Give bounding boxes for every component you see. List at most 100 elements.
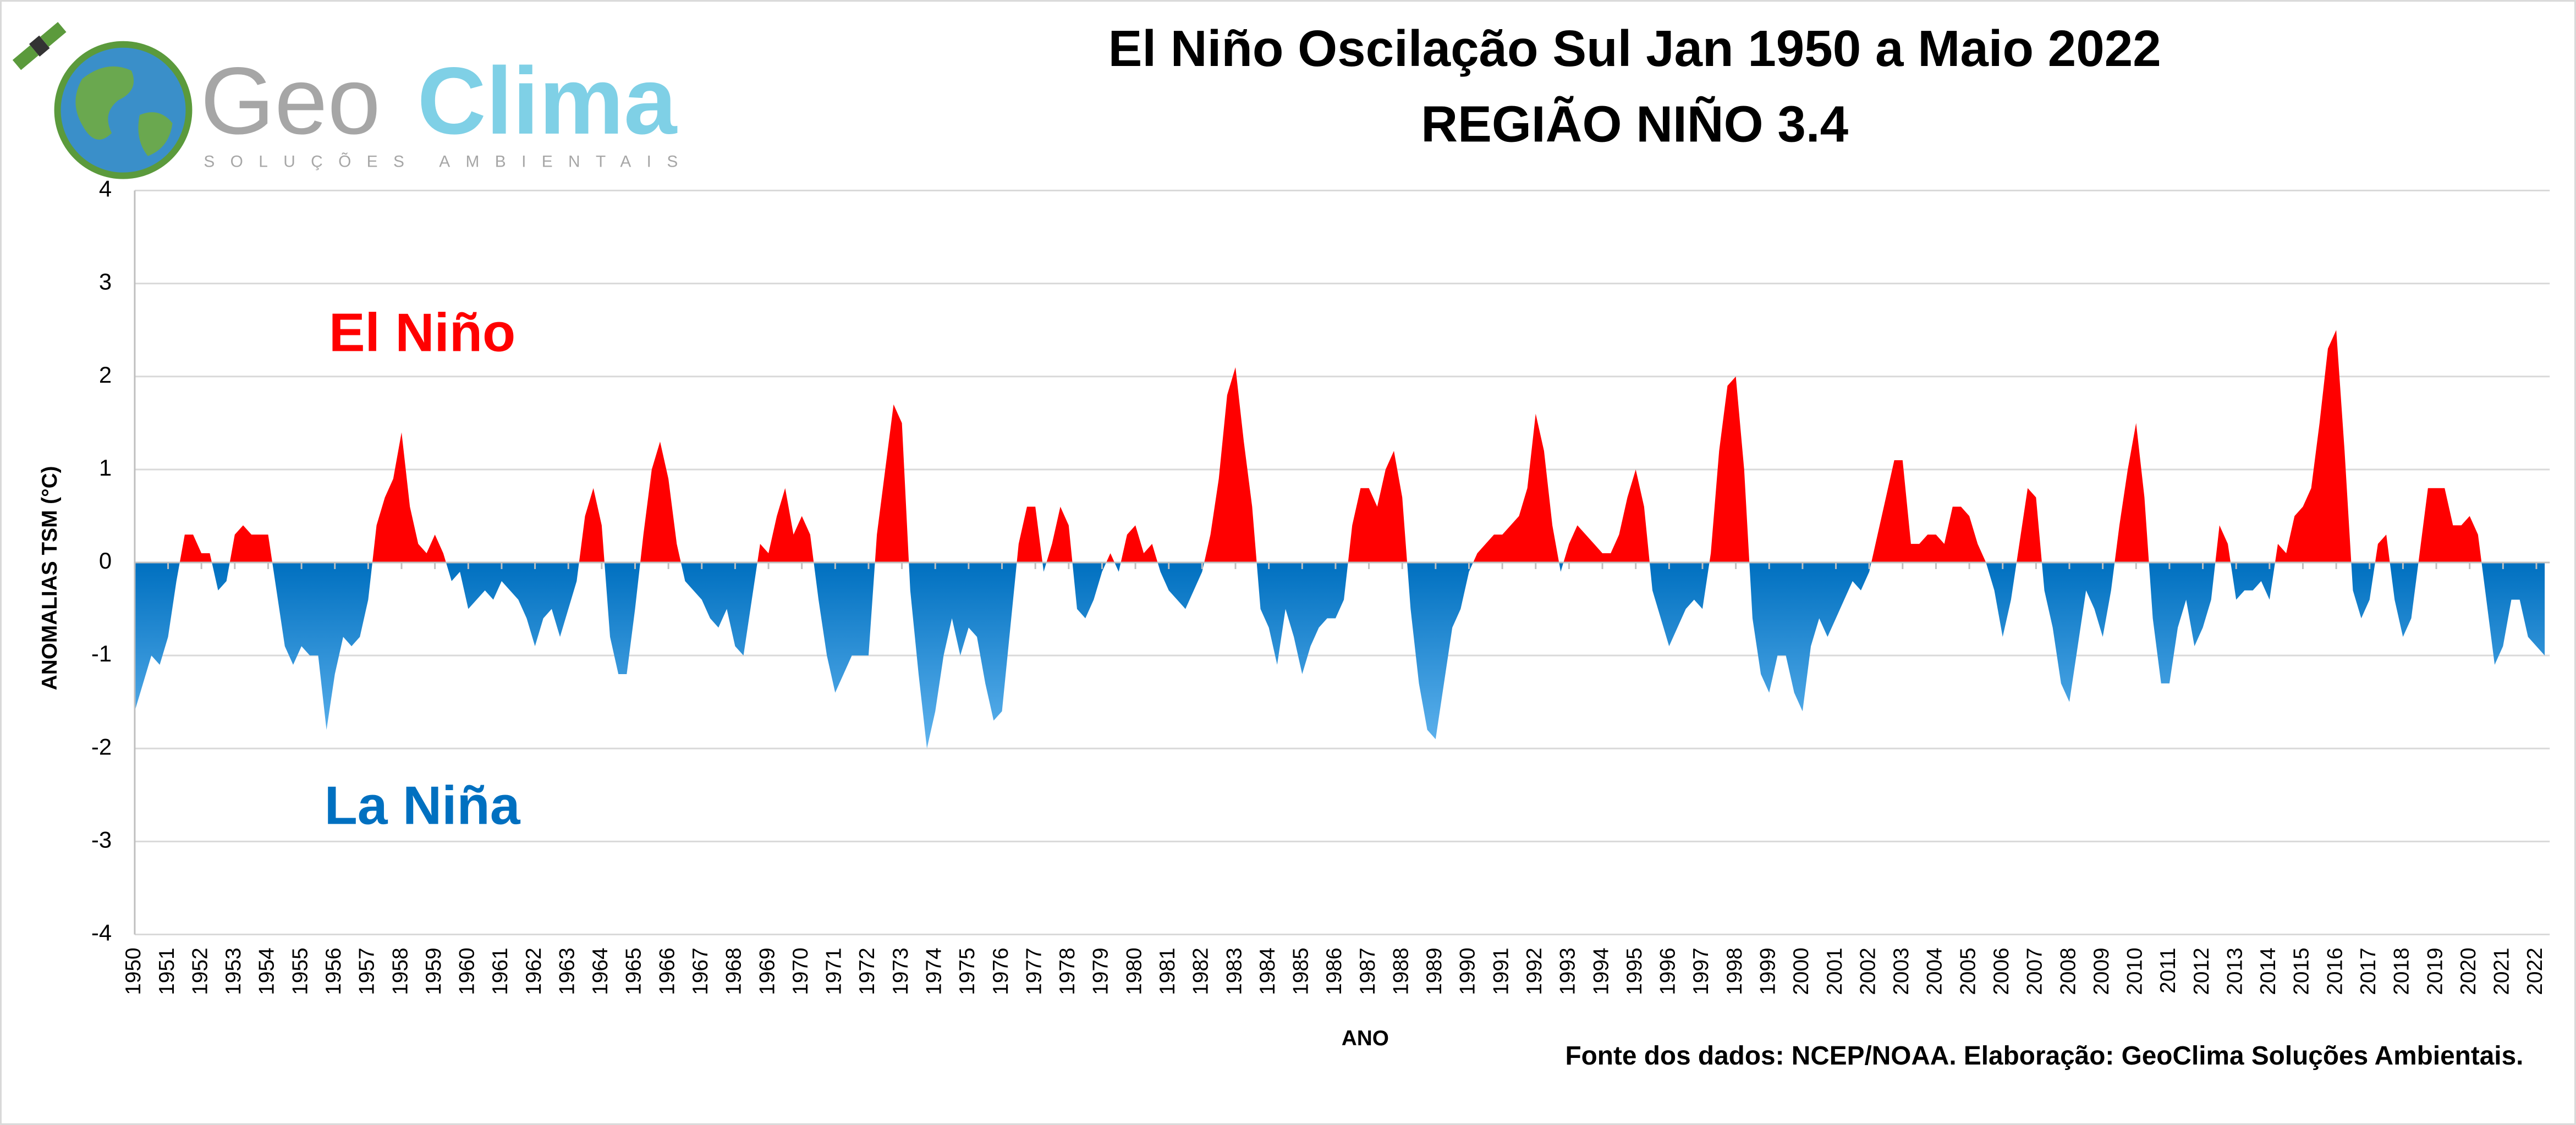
x-tick-label: 2017 bbox=[2357, 947, 2380, 995]
x-tick-label: 2003 bbox=[1890, 947, 1913, 995]
x-tick-label: 2001 bbox=[1823, 947, 1847, 995]
x-tick-label: 1952 bbox=[188, 947, 212, 995]
x-tick-label: 2021 bbox=[2490, 947, 2514, 995]
x-tick-label: 1963 bbox=[555, 947, 579, 995]
x-tick-label: 2006 bbox=[1990, 947, 2013, 995]
x-tick-label: 1973 bbox=[889, 947, 913, 995]
x-tick-label: 1956 bbox=[322, 947, 345, 995]
x-tick-label: 1999 bbox=[1756, 947, 1779, 995]
x-tick-label: 1961 bbox=[488, 947, 512, 995]
x-tick-label: 1990 bbox=[1456, 947, 1480, 995]
x-tick-label: 1950 bbox=[122, 947, 145, 995]
logo: Geo Clima SOLUÇÕES AMBIENTAIS bbox=[12, 22, 693, 179]
x-tick-label: 1997 bbox=[1689, 947, 1713, 995]
x-tick-label: 2007 bbox=[2023, 947, 2047, 995]
y-tick-label: 0 bbox=[99, 548, 112, 573]
y-tick-label: 3 bbox=[99, 269, 112, 295]
x-tick-label: 2022 bbox=[2523, 947, 2547, 995]
y-tick-label: -4 bbox=[91, 920, 112, 946]
annotation: El Niño bbox=[329, 302, 515, 362]
x-tick-label: 1980 bbox=[1122, 947, 1146, 995]
x-tick-label: 1987 bbox=[1356, 947, 1380, 995]
x-tick-label: 1960 bbox=[455, 947, 479, 995]
x-tick-label: 1957 bbox=[355, 947, 379, 995]
x-tick-label: 1995 bbox=[1623, 947, 1646, 995]
x-tick-label: 2019 bbox=[2423, 947, 2447, 995]
logo-clima: Clima bbox=[418, 47, 678, 154]
x-tick-label: 1962 bbox=[522, 947, 546, 995]
x-tick-label: 1954 bbox=[255, 947, 279, 995]
x-tick-label: 1984 bbox=[1256, 947, 1279, 995]
x-tick-label: 1985 bbox=[1289, 947, 1313, 995]
x-axis-label: ANO bbox=[1342, 1027, 1389, 1050]
x-tick-label: 1993 bbox=[1556, 947, 1580, 995]
y-tick-label: -2 bbox=[91, 734, 112, 759]
logo-geo: Geo bbox=[200, 47, 380, 154]
x-tick-label: 1989 bbox=[1422, 947, 1446, 995]
x-tick-label: 1978 bbox=[1056, 947, 1079, 995]
x-tick-label: 2015 bbox=[2290, 947, 2314, 995]
x-tick-label: 1979 bbox=[1089, 947, 1113, 995]
x-tick-label: 1968 bbox=[722, 947, 746, 995]
logo-ring bbox=[54, 41, 193, 179]
x-tick-label: 2020 bbox=[2457, 947, 2480, 995]
x-tick-label: 1991 bbox=[1489, 947, 1513, 995]
x-tick-label: 1970 bbox=[789, 947, 812, 995]
x-tick-label: 2012 bbox=[2190, 947, 2214, 995]
x-tick-label: 2013 bbox=[2223, 947, 2247, 995]
plot-area: -4 -3 -2 -1 0 1 2 3 4 1950 1951 1952 1953 1954 1955 195… bbox=[91, 176, 2550, 995]
x-tick-label: 2000 bbox=[1789, 947, 1813, 995]
chart-title: El Niño Oscilação Sul Jan 1950 a Maio 20… bbox=[1108, 20, 2161, 77]
x-tick-label: 1994 bbox=[1589, 947, 1613, 995]
x-tick-label: 1998 bbox=[1723, 947, 1746, 995]
x-tick-label: 1983 bbox=[1222, 947, 1246, 995]
x-tick-label: 1988 bbox=[1389, 947, 1413, 995]
positive-area bbox=[134, 330, 2545, 563]
y-axis-label: ANOMALIAS TSM (°C) bbox=[38, 466, 62, 690]
x-tick-label: 1982 bbox=[1189, 947, 1213, 995]
logo-land bbox=[75, 66, 173, 156]
x-tick-label: 1977 bbox=[1022, 947, 1046, 995]
chart-subtitle: REGIÃO NIÑO 3.4 bbox=[1421, 95, 1848, 152]
x-tick-label: 2011 bbox=[2156, 947, 2180, 993]
x-tick-label: 2008 bbox=[2056, 947, 2080, 995]
x-tick-label: 1958 bbox=[388, 947, 412, 995]
x-tick-label: 1972 bbox=[855, 947, 879, 995]
x-tick-label: 2016 bbox=[2323, 947, 2347, 995]
x-tick-label: 2005 bbox=[1956, 947, 1980, 995]
y-tick-label: -1 bbox=[91, 641, 112, 666]
annotation: La Niña bbox=[325, 775, 521, 836]
x-tick-label: 1966 bbox=[655, 947, 679, 995]
x-tick-label: 1971 bbox=[822, 947, 846, 995]
negative-area bbox=[134, 562, 2545, 749]
x-tick-label: 2002 bbox=[1856, 947, 1880, 995]
x-tick-label: 1964 bbox=[589, 947, 612, 995]
x-tick-label: 1955 bbox=[288, 947, 312, 995]
logo-satellite bbox=[12, 22, 67, 70]
x-tick-label: 1992 bbox=[1523, 947, 1546, 995]
x-tick-label: 1951 bbox=[155, 947, 179, 995]
x-tick-label: 1975 bbox=[955, 947, 979, 995]
x-tick-label: 2009 bbox=[2090, 947, 2113, 995]
x-tick-label: 2014 bbox=[2256, 947, 2280, 995]
x-tick-label: 2010 bbox=[2123, 947, 2147, 995]
x-tick-label: 1959 bbox=[422, 947, 446, 995]
x-tick-label: 1965 bbox=[622, 947, 646, 995]
y-tick-label: 1 bbox=[99, 455, 112, 481]
y-tick-label: -3 bbox=[91, 826, 112, 852]
x-tick-label: 1981 bbox=[1156, 947, 1179, 995]
y-tick-label: 4 bbox=[99, 176, 112, 202]
x-tick-label: 1996 bbox=[1656, 947, 1680, 995]
x-tick-label: 1967 bbox=[689, 947, 712, 995]
x-tick-label: 1953 bbox=[222, 947, 245, 995]
y-tick-label: 2 bbox=[99, 362, 112, 388]
x-tick-label: 2018 bbox=[2390, 947, 2414, 995]
x-tick-label: 1986 bbox=[1322, 947, 1346, 995]
x-tick-label: 1976 bbox=[989, 947, 1013, 995]
x-tick-label: 1969 bbox=[755, 947, 779, 995]
x-tick-label: 2004 bbox=[1923, 947, 1947, 995]
source-note: Fonte dos dados: NCEP/NOAA. Elaboração: … bbox=[1565, 1041, 2523, 1071]
logo-tagline: SOLUÇÕES AMBIENTAIS bbox=[204, 152, 693, 171]
x-tick-label: 1974 bbox=[922, 947, 946, 995]
